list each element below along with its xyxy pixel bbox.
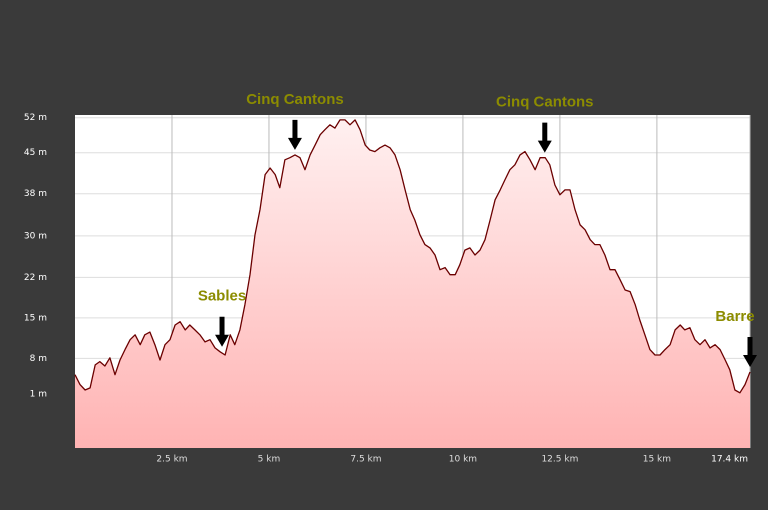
annotation-label: Cinq Cantons (496, 94, 594, 111)
marks (74, 119, 757, 449)
annotation-label: Sables (198, 288, 246, 305)
annotation-arrow (287, 119, 302, 150)
elevation-area (75, 119, 750, 449)
y-tick-label: 15 m (24, 313, 47, 323)
elevation-line (74, 119, 751, 394)
x-tick-label: 5 km (258, 455, 281, 465)
y-tick-label: 52 m (24, 113, 47, 123)
y-tick-label: 38 m (24, 189, 47, 199)
annotation-label: Cinq Cantons (246, 91, 344, 108)
annotation-arrow (537, 122, 552, 153)
y-tick-label: 22 m (24, 273, 47, 283)
annotation-arrow (215, 316, 230, 347)
annotation-arrow (743, 336, 757, 367)
y-tick-label: 8 m (30, 354, 47, 364)
x-tick-label: 15 km (643, 455, 671, 465)
x-tick-label: 10 km (449, 455, 477, 465)
x-tick-label: 7.5 km (350, 455, 381, 465)
y-tick-label: 30 m (24, 231, 47, 241)
labels: 52 m 45 m 38 m 30 m 22 m 15 m 8 m 1 m 2.5 km 5 km… (24, 91, 755, 465)
y-tick-label: 45 m (24, 148, 47, 158)
x-tick-label: 12.5 km (541, 455, 578, 465)
y-tick-label: 1 m (30, 389, 47, 399)
x-tick-label: 17.4 km (711, 455, 748, 465)
annotation-label: Barre (715, 308, 754, 325)
x-tick-label: 2.5 km (156, 455, 187, 465)
